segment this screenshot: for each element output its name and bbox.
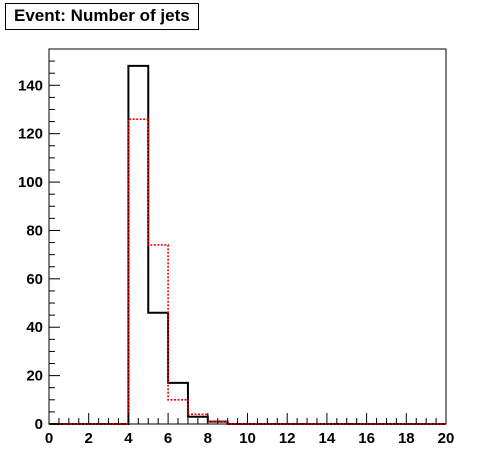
- x-tick-label: 18: [398, 430, 415, 447]
- x-tick-label: 0: [45, 430, 53, 447]
- x-tick-label: 14: [319, 430, 336, 447]
- x-tick-label: 4: [124, 430, 133, 447]
- x-tick-label: 16: [358, 430, 375, 447]
- axis-layer: 0 2 4 6 8 10 12 14 16 18 20 0 20 40 60 80 100 120 140: [18, 48, 455, 447]
- series-1-line: [49, 64, 446, 425]
- y-tick-label: 140: [18, 77, 43, 94]
- y-tick-label: 20: [26, 368, 43, 385]
- x-tick-label: 6: [164, 430, 172, 447]
- y-tick-label: 40: [26, 319, 43, 336]
- x-tick-label: 8: [204, 430, 212, 447]
- x-tick-label: 2: [85, 430, 93, 447]
- plot-frame: [48, 48, 447, 425]
- y-tick-label: 100: [18, 174, 43, 191]
- x-tick-label: 10: [239, 430, 256, 447]
- x-tick-label: 20: [438, 430, 455, 447]
- y-tick-label: 120: [18, 126, 43, 143]
- y-tick-label: 80: [26, 222, 43, 239]
- series-2-line: [49, 118, 446, 425]
- chart-title: Event: Number of jets: [5, 3, 199, 30]
- y-tick-label: 0: [35, 416, 43, 433]
- x-tick-label: 12: [279, 430, 296, 447]
- y-tick-label: 60: [26, 271, 43, 288]
- series-layer: [49, 64, 446, 425]
